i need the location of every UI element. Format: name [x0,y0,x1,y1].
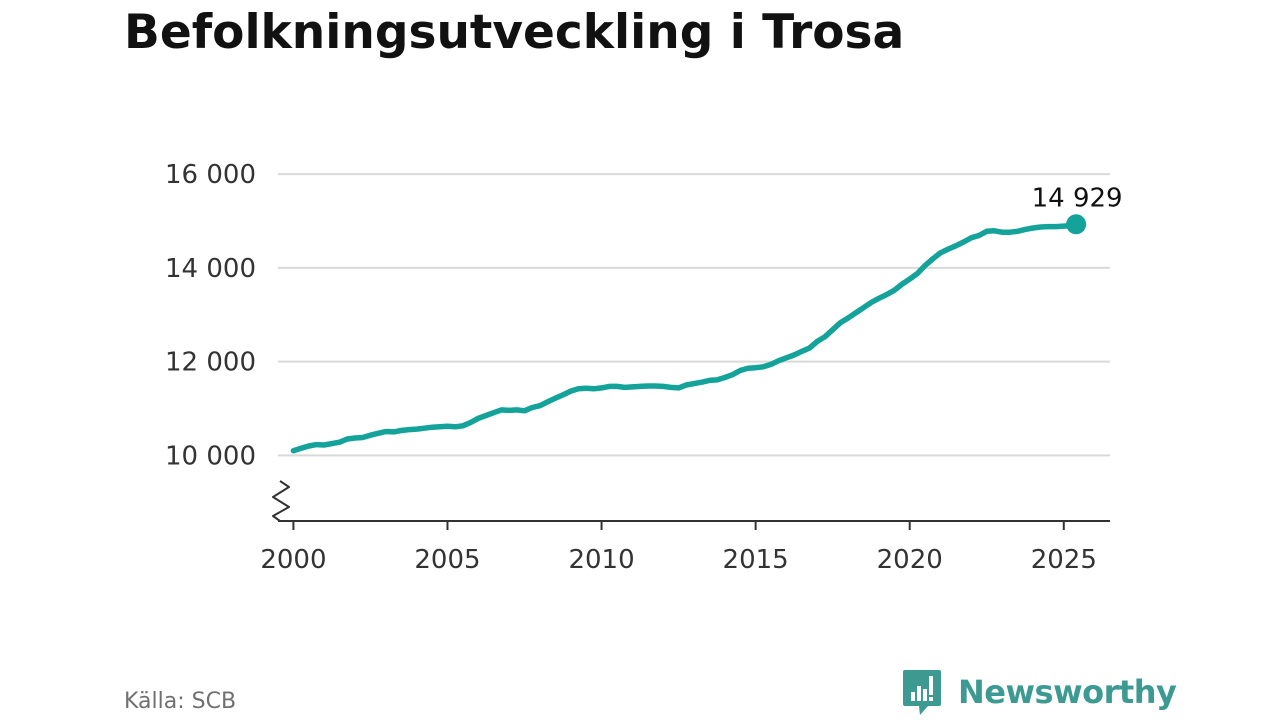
x-tick-label: 2005 [414,545,480,575]
x-tick-label: 2015 [723,545,789,575]
y-axis-break-icon [272,480,290,522]
newsworthy-logo-icon [903,670,941,715]
x-axis-ticks: 2000 2005 2010 2015 2020 2025 [260,521,1097,575]
x-tick-label: 2020 [877,545,943,575]
chart-title: Befolkningsutveckling i Trosa [124,5,905,60]
x-tick-label: 2025 [1031,545,1097,575]
y-tick-label: 16 000 [165,160,256,190]
population-line [290,221,1079,454]
y-tick-label: 10 000 [165,441,256,471]
newsworthy-logo-text: Newsworthy [958,673,1177,711]
source-note: Källa: SCB [124,689,237,714]
x-axis [272,480,1110,522]
y-axis-labels: 10 000 12 000 14 000 16 000 [165,160,256,471]
x-tick-label: 2010 [568,545,634,575]
y-tick-label: 12 000 [165,348,256,378]
gridlines [278,173,1110,457]
last-value-label: 14 929 [1032,183,1123,213]
x-tick-label: 2000 [260,545,326,575]
newsworthy-logo: Newsworthy [902,670,1177,715]
series: 14 929 [290,183,1123,454]
y-tick-label: 14 000 [165,254,256,284]
last-value-dot [1066,214,1087,235]
